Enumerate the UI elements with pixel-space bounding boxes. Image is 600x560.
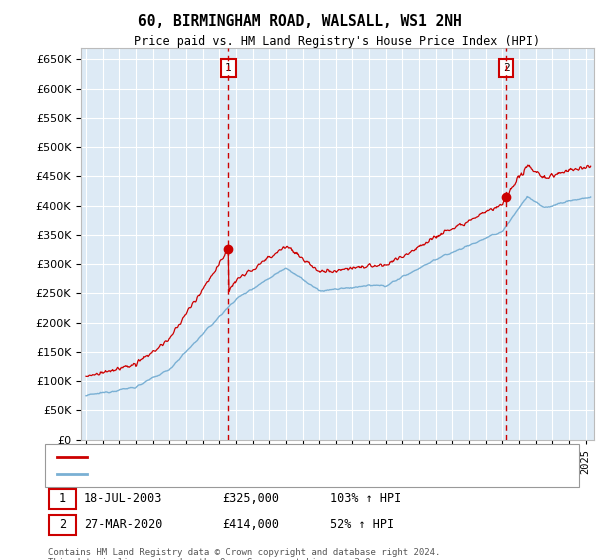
Text: 2: 2 <box>59 518 66 531</box>
Text: 2: 2 <box>503 63 509 73</box>
Text: 1: 1 <box>59 492 66 506</box>
Text: 52% ↑ HPI: 52% ↑ HPI <box>330 518 394 531</box>
Text: 27-MAR-2020: 27-MAR-2020 <box>84 518 163 531</box>
Text: 60, BIRMINGHAM ROAD, WALSALL, WS1 2NH (detached house): 60, BIRMINGHAM ROAD, WALSALL, WS1 2NH (d… <box>93 452 444 462</box>
Text: £414,000: £414,000 <box>222 518 279 531</box>
Text: 1: 1 <box>225 63 232 73</box>
Text: 103% ↑ HPI: 103% ↑ HPI <box>330 492 401 506</box>
Text: Contains HM Land Registry data © Crown copyright and database right 2024.
This d: Contains HM Land Registry data © Crown c… <box>48 548 440 560</box>
Text: 18-JUL-2003: 18-JUL-2003 <box>84 492 163 506</box>
Title: Price paid vs. HM Land Registry's House Price Index (HPI): Price paid vs. HM Land Registry's House … <box>134 35 541 48</box>
Text: 60, BIRMINGHAM ROAD, WALSALL, WS1 2NH: 60, BIRMINGHAM ROAD, WALSALL, WS1 2NH <box>138 14 462 29</box>
Text: HPI: Average price, detached house, Walsall: HPI: Average price, detached house, Wals… <box>93 469 373 479</box>
Text: £325,000: £325,000 <box>222 492 279 506</box>
